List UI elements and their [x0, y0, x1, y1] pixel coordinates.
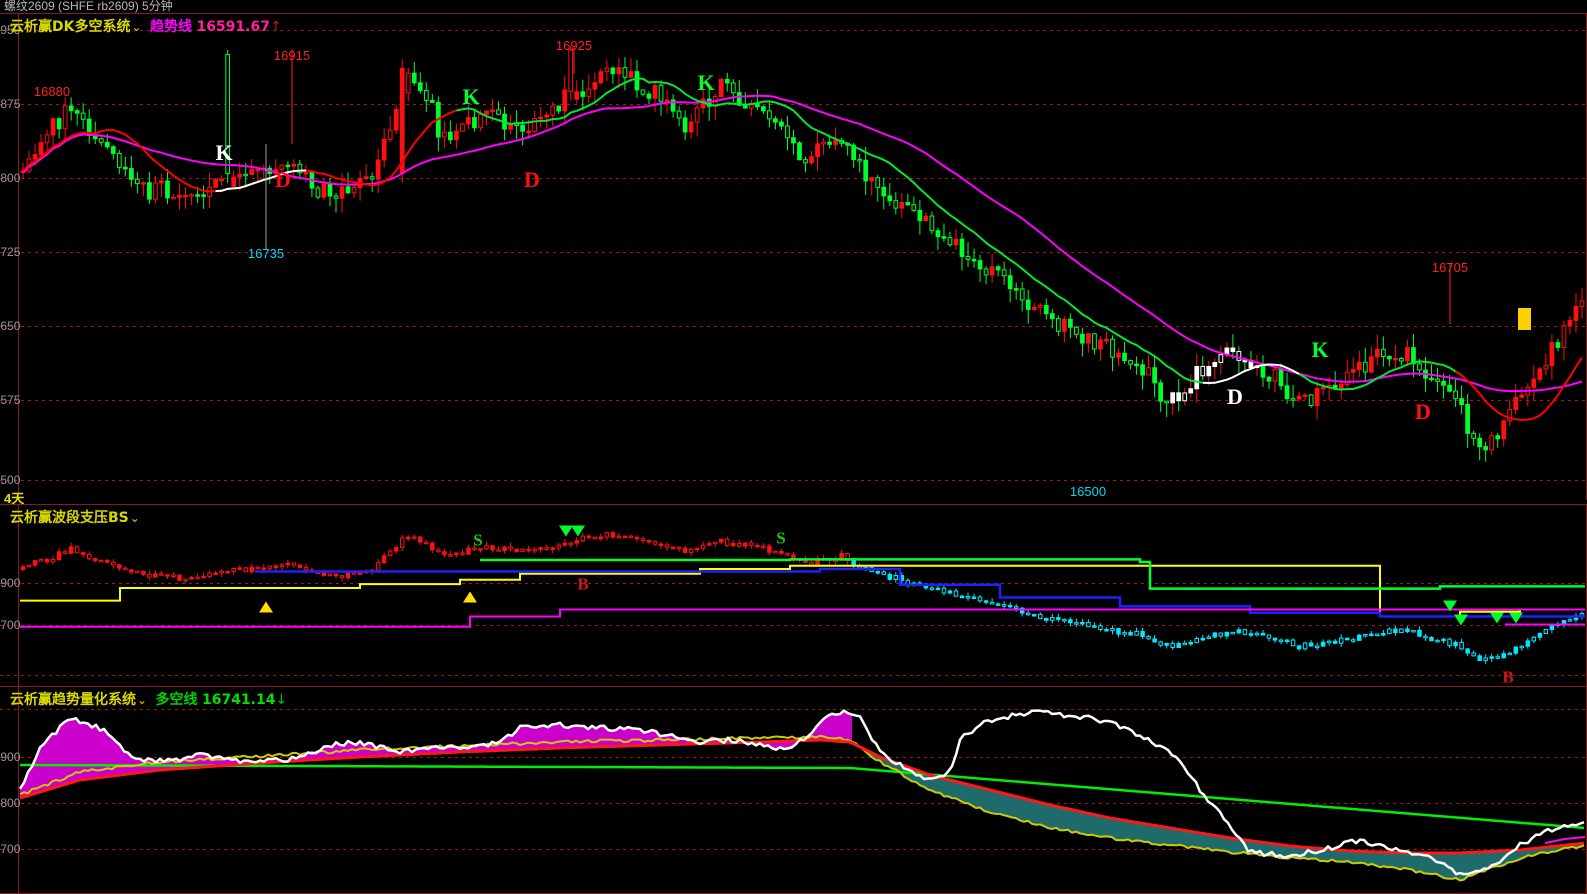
bs-signal-sell: S: [473, 530, 483, 550]
signal-marker-d: D: [1227, 384, 1243, 409]
gridline: [0, 326, 1587, 327]
y-tick-label: 16900: [0, 576, 21, 590]
header-divider: [0, 13, 1587, 14]
y-tick-label: 16800: [0, 171, 21, 185]
gridline: [0, 252, 1587, 253]
main-y-axis: [18, 14, 19, 500]
gridline: [0, 583, 1587, 584]
panel-title-trend[interactable]: 云析赢趋势量化系统⌄ 多空线 16741.14↓: [10, 689, 287, 709]
price-annotation: 16915: [273, 48, 311, 63]
triangle-up-icon: [259, 601, 273, 613]
gridline: [0, 30, 1587, 31]
panel-name-bs: 云析赢波段支压BS: [10, 510, 129, 526]
trend-arrow-down-icon: ↓: [275, 692, 288, 708]
price-annotation: 16500: [1069, 484, 1107, 499]
trend-arrow-up-icon: ↑: [269, 19, 282, 35]
y-tick-label: 16800: [0, 796, 21, 810]
gridline: [0, 178, 1587, 179]
panel-title-bs[interactable]: 云析赢波段支压BS⌄: [10, 507, 144, 527]
gridline: [0, 104, 1587, 105]
signal-marker-d: D: [275, 167, 291, 192]
gridline: [0, 709, 1587, 710]
bs-chart-canvas: [20, 530, 1585, 664]
price-annotation: 16735: [247, 246, 285, 261]
main-chart-canvas: [20, 45, 1585, 462]
panel-divider-trend: [0, 686, 1587, 687]
triangle-down-icon: [1443, 600, 1457, 612]
indicator-label-main: 趋势线: [150, 19, 192, 35]
bs-signal-sell: S: [776, 528, 786, 548]
contract-title: 螺纹2609 (SHFE rb2609) 5分钟: [4, 0, 173, 13]
triangle-down-icon: [1454, 614, 1468, 626]
triangle-down-icon: [559, 525, 573, 537]
timeframe-tag: 4天: [4, 491, 25, 506]
bs-y-axis: [18, 505, 19, 686]
gridline: [0, 400, 1587, 401]
chevron-down-icon[interactable]: ⌄: [131, 20, 142, 34]
chevron-down-icon[interactable]: ⌄: [129, 511, 140, 525]
panel-bs: 16900 16700 云析赢波段支压BS⌄: [0, 505, 1587, 686]
indicator-value-trend: 16741.14: [201, 692, 276, 708]
triangle-down-icon: [571, 525, 585, 537]
triangle-down-icon: [1490, 612, 1504, 624]
signal-marker-d: D: [1415, 399, 1431, 424]
panel-name-main: 云析赢DK多空系统: [10, 19, 131, 35]
y-tick-label: 16575: [0, 393, 21, 407]
signal-marker-k: K: [1311, 337, 1329, 362]
y-tick-label: 16725: [0, 245, 21, 259]
signal-marker-k: K: [215, 140, 233, 165]
gridline: [0, 849, 1587, 850]
triangle-down-icon: [1509, 612, 1523, 624]
y-tick-label: 16950: [0, 23, 21, 37]
gridline: [0, 803, 1587, 804]
indicator-value-main: 16591.67: [196, 19, 270, 35]
indicator-label-trend: 多空线: [155, 692, 198, 708]
gridline: [0, 757, 1587, 758]
gridline: [0, 675, 1587, 676]
triangle-up-icon: [463, 591, 477, 603]
y-tick-label: 16500: [0, 473, 21, 487]
panel-title-main[interactable]: 云析赢DK多空系统⌄ 趋势线 16591.67↑: [10, 16, 282, 36]
panel-main-price: 16950 16875 16800 16725 16650 16575 1650…: [0, 14, 1587, 519]
gridline: [0, 625, 1587, 626]
signal-marker-k: K: [462, 84, 480, 109]
signal-marker-d: D: [524, 167, 540, 192]
y-tick-label: 16700: [0, 842, 21, 856]
gridline: [0, 480, 1587, 481]
y-tick-label: 16700: [0, 618, 21, 632]
panel-divider-bs: [0, 504, 1587, 505]
window-title-bar: 螺纹2609 (SHFE rb2609) 5分钟: [0, 0, 1587, 13]
price-annotation: 16925: [555, 38, 593, 53]
bs-signal-buy: B: [577, 574, 589, 594]
y-tick-label: 16900: [0, 750, 21, 764]
signal-marker-k: K: [697, 70, 715, 95]
y-tick-label: 16875: [0, 97, 21, 111]
bs-signal-buy: B: [1502, 667, 1514, 687]
y-tick-label: 16650: [0, 319, 21, 333]
panel-trend: 16900 16800 16700 云析赢趋势量化系统⌄ 多空线 16741.1…: [0, 687, 1587, 894]
trend-y-axis: [18, 687, 19, 894]
panel-name-trend: 云析赢趋势量化系统: [10, 692, 136, 708]
chevron-down-icon[interactable]: ⌄: [137, 693, 148, 707]
trend-chart-canvas: [18, 709, 1586, 882]
price-annotation: 16705: [1431, 260, 1469, 275]
price-annotation: 16880: [33, 84, 71, 99]
